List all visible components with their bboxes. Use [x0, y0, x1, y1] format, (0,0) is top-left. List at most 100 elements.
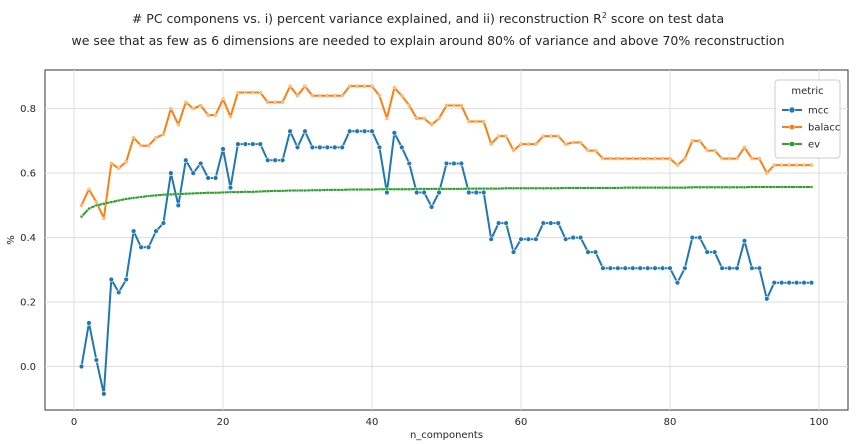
- data-point: [303, 188, 307, 193]
- data-point: [750, 185, 754, 189]
- data-point: [138, 244, 144, 250]
- data-point: [451, 160, 457, 167]
- data-point: [191, 191, 195, 195]
- data-point: [623, 186, 627, 190]
- data-point: [496, 134, 501, 138]
- data-point: [415, 187, 419, 191]
- data-point: [577, 234, 584, 241]
- data-point: [652, 265, 658, 271]
- data-point: [519, 186, 523, 190]
- data-point: [376, 144, 383, 151]
- data-point: [94, 200, 99, 205]
- data-point: [682, 265, 688, 271]
- data-point: [370, 188, 374, 192]
- data-point: [668, 156, 672, 161]
- data-point: [339, 144, 345, 151]
- data-point: [116, 289, 122, 296]
- data-point: [504, 186, 508, 190]
- data-point: [690, 139, 695, 143]
- data-point: [495, 220, 502, 226]
- data-point: [788, 106, 796, 114]
- data-point: [608, 156, 613, 161]
- legend-item-ev: ev: [782, 140, 820, 151]
- data-point: [541, 186, 545, 190]
- x-tick-label: 40: [366, 417, 379, 428]
- data-point: [548, 134, 553, 138]
- data-point: [585, 249, 591, 255]
- data-point: [757, 185, 761, 189]
- data-point: [601, 186, 605, 190]
- data-point: [377, 187, 382, 191]
- data-point: [391, 130, 398, 136]
- data-point: [198, 103, 203, 108]
- data-point: [437, 116, 441, 121]
- data-point: [660, 186, 665, 190]
- data-point: [108, 276, 114, 283]
- title-line-1-text: # PC componens vs. i) percent variance e…: [131, 11, 602, 26]
- data-point: [789, 124, 795, 130]
- data-point: [250, 90, 255, 95]
- chart-title-line-2: we see that as few as 6 dimensions are n…: [71, 33, 785, 48]
- data-point: [802, 163, 806, 167]
- data-point: [310, 188, 314, 192]
- data-point: [87, 187, 91, 192]
- data-point: [719, 265, 725, 271]
- data-point: [563, 142, 568, 147]
- data-point: [385, 187, 389, 191]
- data-point: [756, 265, 763, 271]
- data-point: [266, 189, 270, 193]
- plot-area: [44, 69, 849, 411]
- x-tick-label: 0: [71, 417, 77, 428]
- data-point: [169, 106, 173, 111]
- data-point: [161, 193, 165, 197]
- data-point: [199, 191, 203, 195]
- data-point: [795, 185, 799, 189]
- data-point: [482, 187, 486, 191]
- data-point: [592, 249, 599, 255]
- data-point: [600, 265, 606, 271]
- y-axis-ticks: 0.0 0.2 0.4 0.6 0.8: [20, 104, 36, 373]
- data-point: [644, 265, 651, 271]
- data-point: [570, 234, 576, 241]
- data-point: [548, 220, 554, 226]
- legend-label: mcc: [808, 106, 829, 117]
- data-point: [549, 186, 553, 190]
- data-point: [764, 296, 770, 302]
- data-point: [653, 156, 657, 161]
- data-point: [221, 190, 225, 195]
- data-point: [273, 100, 278, 105]
- data-point: [533, 236, 539, 242]
- data-point: [444, 187, 449, 191]
- data-point: [525, 236, 532, 242]
- data-point: [690, 185, 694, 189]
- data-point: [109, 200, 113, 204]
- data-point: [287, 128, 293, 134]
- data-point: [801, 280, 807, 286]
- data-point: [154, 135, 158, 140]
- x-tick-label: 60: [515, 417, 528, 428]
- data-point: [734, 265, 740, 271]
- data-point: [526, 186, 530, 190]
- chart-title: # PC componens vs. i) percent variance e…: [0, 8, 856, 52]
- data-point: [622, 265, 628, 271]
- data-point: [132, 196, 136, 200]
- data-point: [414, 189, 420, 196]
- data-point: [414, 116, 419, 121]
- data-point: [608, 186, 612, 190]
- data-point: [318, 188, 322, 192]
- data-point: [541, 134, 546, 138]
- data-point: [324, 144, 331, 151]
- data-point: [153, 228, 159, 234]
- data-point: [511, 186, 516, 190]
- data-point: [102, 202, 106, 206]
- data-point: [481, 119, 486, 124]
- data-point: [779, 280, 785, 286]
- data-point: [638, 186, 642, 190]
- data-point: [497, 187, 501, 191]
- data-point: [183, 157, 189, 163]
- data-point: [510, 249, 517, 255]
- data-point: [370, 84, 374, 88]
- data-point: [697, 139, 702, 143]
- data-point: [697, 234, 703, 241]
